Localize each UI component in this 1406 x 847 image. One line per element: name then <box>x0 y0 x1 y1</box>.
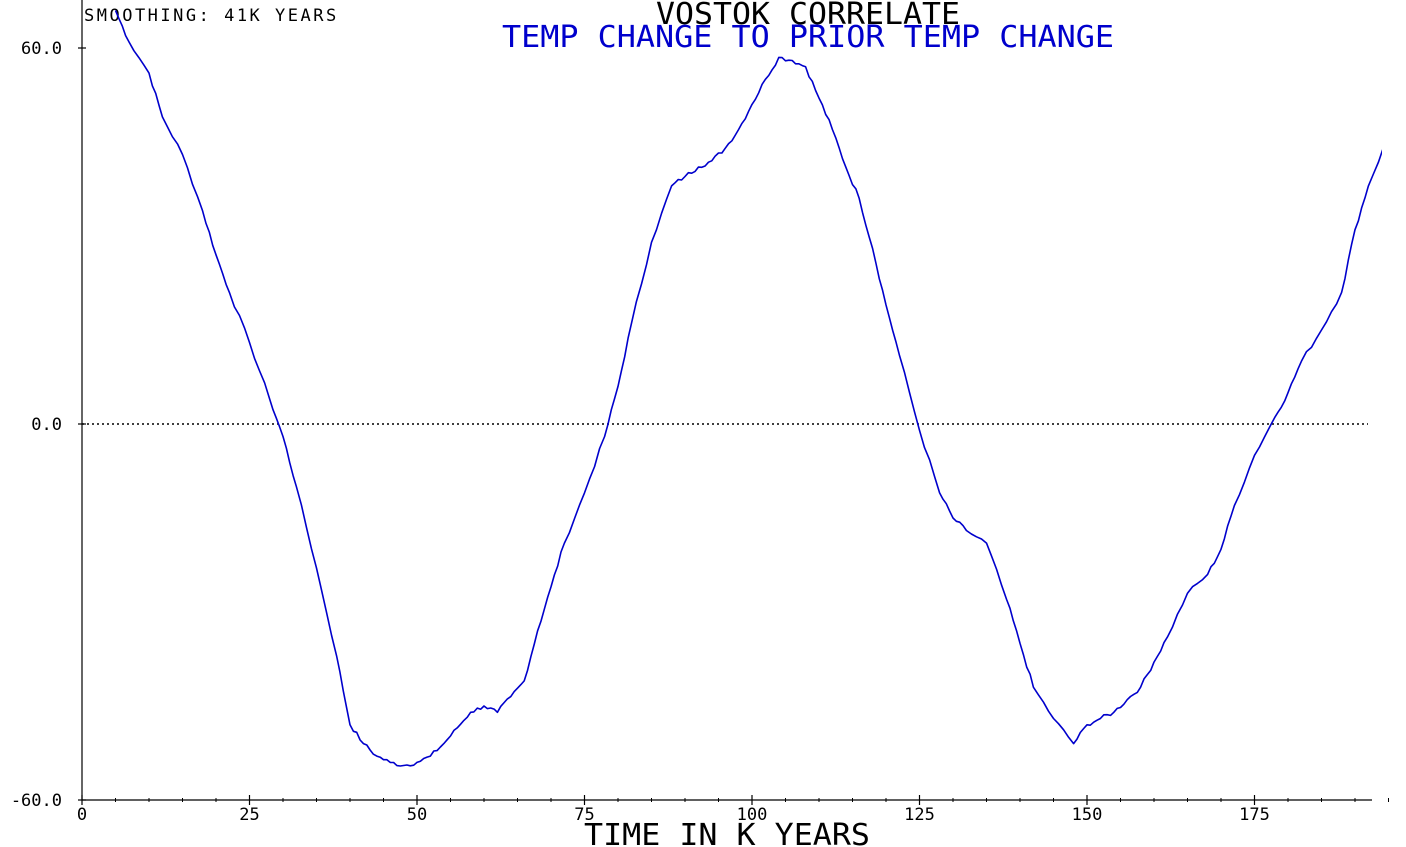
chart-title: VOSTOK CORRELATE <box>656 0 960 32</box>
x-tick-label: 150 <box>1072 805 1103 825</box>
x-tick-label: 100 <box>737 805 768 825</box>
y-tick-label: 0.0 <box>31 415 62 435</box>
x-tick-label: 50 <box>407 805 427 825</box>
chart-subtitle: TEMP CHANGE TO PRIOR TEMP CHANGE <box>502 20 1114 55</box>
x-tick-label: 125 <box>904 805 935 825</box>
axes <box>81 0 1372 801</box>
series-line <box>114 10 1382 767</box>
x-tick-label: 75 <box>574 805 594 825</box>
x-tick-label: 175 <box>1239 805 1270 825</box>
smoothing-label: SMOOTHING: 41K YEARS <box>84 6 339 26</box>
y-tick-label: -60.0 <box>11 791 62 811</box>
x-tick-label: 25 <box>239 805 259 825</box>
x-tick-label: 0 <box>77 805 87 825</box>
x-axis-ticks: 0255075100125150175200225250275300325350… <box>77 795 1389 825</box>
y-tick-label: 60.0 <box>21 39 62 59</box>
y-axis-ticks: 60.0 0.0 -60.0 <box>11 39 86 811</box>
x-axis-label: TIME IN K YEARS <box>584 818 870 847</box>
